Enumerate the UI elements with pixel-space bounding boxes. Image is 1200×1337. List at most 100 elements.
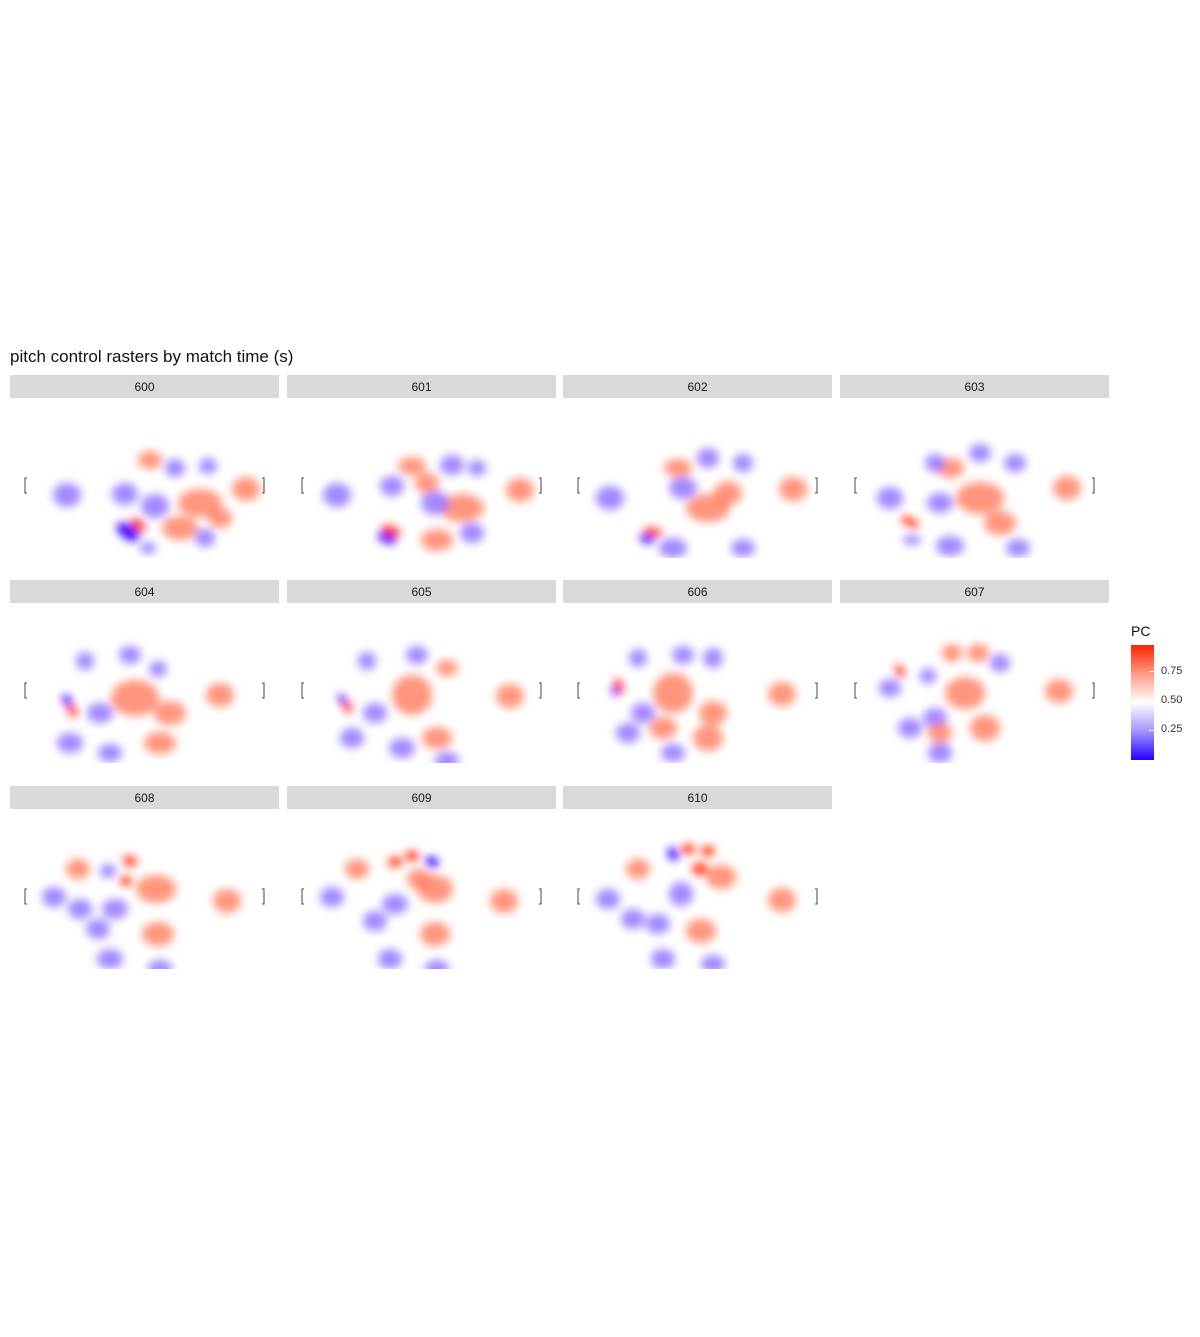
raster-svg	[854, 644, 1095, 763]
raster-blob	[879, 679, 901, 697]
raster-blob	[440, 494, 484, 522]
raster-blob	[398, 457, 426, 475]
goal-right	[1092, 477, 1095, 494]
raster-blob	[389, 738, 415, 758]
raster-plot	[840, 398, 1109, 558]
raster-blob	[213, 889, 241, 913]
goal-left	[854, 682, 857, 699]
raster-plot	[840, 603, 1109, 763]
raster-blob	[490, 889, 518, 913]
raster-blob	[653, 673, 693, 713]
raster-blob	[232, 477, 260, 501]
raster-svg	[24, 451, 265, 554]
raster-svg	[301, 851, 542, 969]
facet-strip-label: 601	[287, 375, 556, 398]
raster-blob	[435, 752, 459, 763]
raster-blob	[903, 535, 921, 545]
raster-blob	[496, 684, 524, 708]
raster-blob	[920, 668, 936, 684]
raster-svg	[854, 444, 1095, 557]
raster-blob	[970, 715, 1000, 741]
raster-blob	[380, 476, 404, 496]
facet-panel: 606	[563, 580, 832, 768]
raster-plot	[287, 603, 556, 763]
raster-blob	[57, 733, 83, 753]
raster-blob	[681, 844, 695, 854]
raster-blob	[1006, 539, 1030, 557]
raster-blob	[363, 911, 387, 931]
raster-blob	[66, 859, 90, 879]
facet-strip-label: 605	[287, 580, 556, 603]
raster-blob	[381, 525, 401, 537]
facet-panel: 610	[563, 786, 832, 974]
raster-blob	[102, 899, 128, 919]
raster-blob	[98, 744, 122, 762]
facet-strip-label: 603	[840, 375, 1109, 398]
raster-blob	[714, 481, 742, 505]
raster-blob	[925, 454, 945, 472]
raster-plot	[563, 809, 832, 969]
raster-blob	[407, 869, 431, 889]
raster-blob	[506, 478, 534, 502]
facet-panel: 609	[287, 786, 556, 974]
raster-blob	[86, 919, 110, 939]
raster-blob	[42, 887, 66, 907]
raster-blob	[136, 875, 176, 903]
raster-blob	[923, 708, 947, 728]
raster-blob	[990, 654, 1010, 672]
legend-tick-label: 0.75	[1161, 665, 1183, 677]
goal-left	[301, 477, 304, 494]
raster-svg	[577, 448, 818, 558]
legend-title: PC	[1131, 623, 1151, 639]
raster-blob	[440, 455, 464, 475]
raster-blob	[651, 949, 675, 969]
raster-blob	[97, 949, 123, 969]
raster-blob	[421, 491, 449, 515]
raster-svg	[577, 844, 818, 969]
facet-panel: 600	[10, 375, 279, 563]
raster-blob	[141, 494, 169, 518]
raster-blob	[195, 529, 215, 547]
raster-blob	[116, 522, 140, 542]
raster-blob	[733, 454, 753, 472]
raster-blob	[646, 914, 670, 934]
raster-blob	[66, 702, 78, 718]
legend-colorbar	[1131, 645, 1154, 760]
raster-blob	[123, 855, 137, 867]
raster-blob	[672, 646, 694, 664]
goal-left	[24, 477, 27, 494]
raster-blob	[768, 888, 796, 912]
facet-strip-label: 609	[287, 786, 556, 809]
raster-blob	[664, 459, 692, 477]
raster-blob	[956, 482, 1004, 514]
raster-blob	[699, 701, 727, 725]
goal-left	[301, 888, 304, 905]
facet-strip-label: 610	[563, 786, 832, 809]
raster-blob	[392, 675, 432, 715]
raster-blob	[669, 882, 693, 906]
goal-right	[1092, 682, 1095, 699]
raster-blob	[1004, 454, 1026, 472]
legend-tick-label: 0.50	[1161, 694, 1183, 706]
facet-panel: 607	[840, 580, 1109, 768]
raster-blob	[701, 955, 725, 969]
raster-blob	[927, 493, 953, 513]
raster-blob	[686, 919, 716, 943]
legend-tickmark	[1149, 671, 1154, 672]
raster-blob	[928, 743, 952, 763]
raster-blob	[421, 529, 453, 551]
raster-blob	[363, 703, 387, 723]
raster-blob	[945, 677, 985, 709]
goal-left	[854, 477, 857, 494]
raster-svg	[301, 455, 542, 551]
raster-blob	[388, 857, 402, 867]
raster-blob	[208, 508, 232, 528]
raster-blob	[154, 701, 186, 725]
raster-blob	[468, 460, 486, 476]
goal-right	[262, 477, 265, 494]
raster-blob	[62, 694, 72, 706]
raster-plot	[287, 398, 556, 558]
raster-blob	[898, 718, 922, 738]
raster-blob	[420, 922, 450, 946]
